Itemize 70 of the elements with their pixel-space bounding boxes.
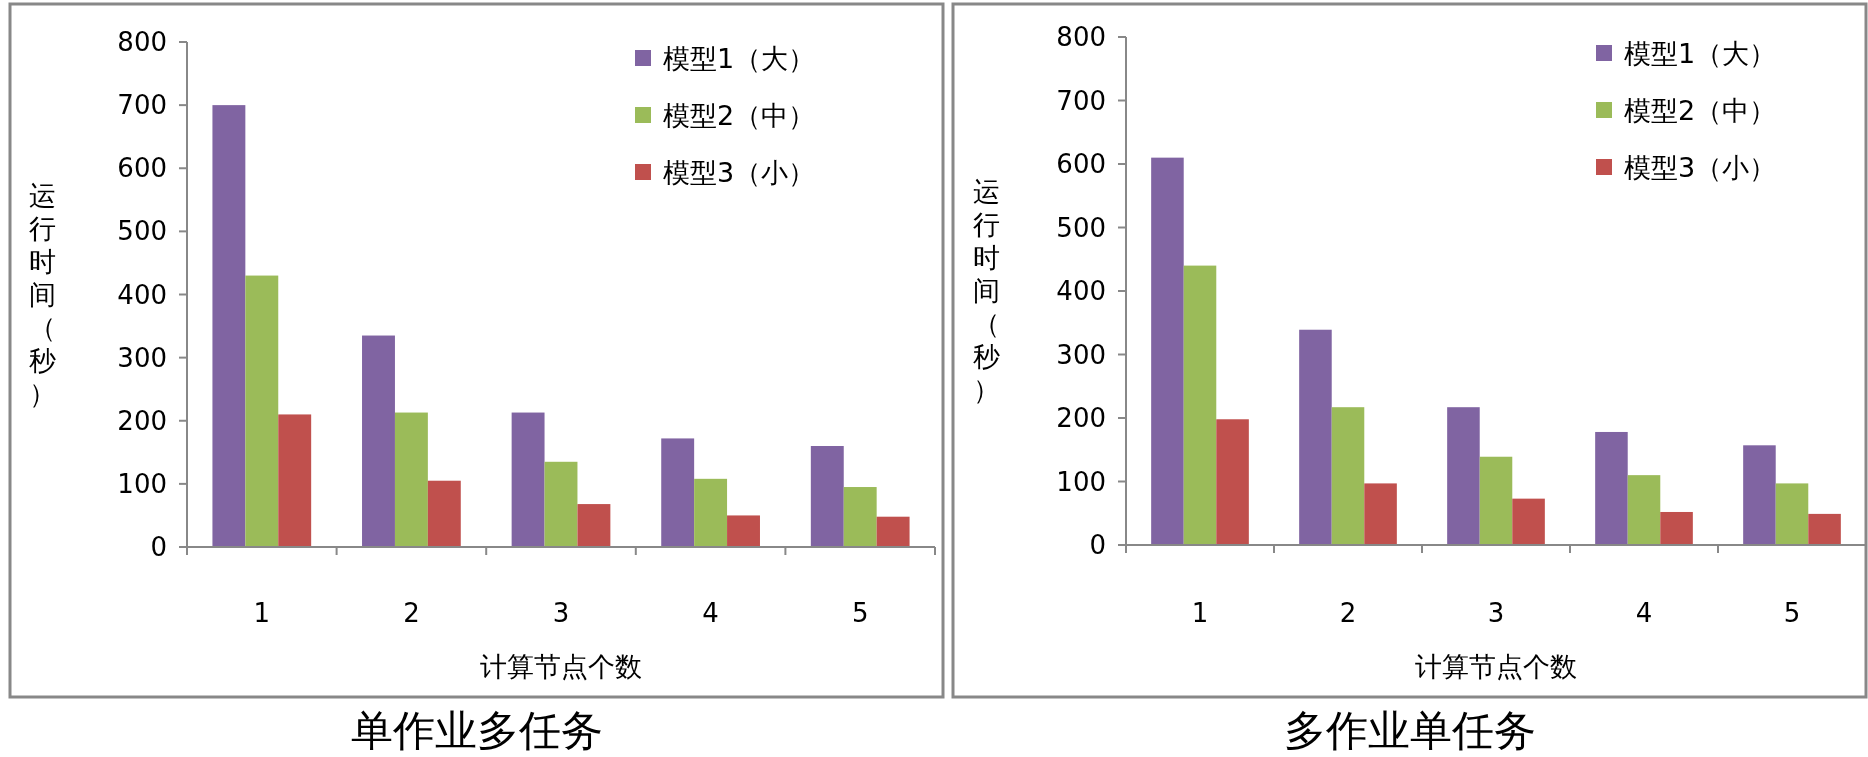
bar	[1808, 513, 1841, 545]
bar	[362, 335, 395, 547]
y-axis-title: 运行时间（秒）	[972, 176, 1000, 405]
bar	[727, 515, 760, 547]
bar	[1364, 483, 1397, 545]
bar	[427, 480, 461, 547]
y-tick-label: 400	[1056, 276, 1106, 306]
x-axis-title: 计算节点个数	[1415, 651, 1577, 682]
y-tick-label: 100	[1056, 466, 1106, 497]
y-tick-label: 500	[117, 216, 167, 247]
legend-label: 模型1（大）	[1624, 38, 1777, 69]
bar	[511, 412, 545, 547]
y-tick-label: 600	[1056, 149, 1106, 179]
y-tick-label: 600	[117, 153, 167, 184]
x-tick-label: 4	[1635, 598, 1653, 628]
x-tick-label: 4	[702, 598, 719, 628]
bar	[1775, 483, 1809, 545]
legend-label: 模型2（中）	[1624, 95, 1777, 126]
x-tick-label: 3	[552, 598, 570, 628]
text: 多作业单任务	[1283, 706, 1536, 755]
bar	[1151, 157, 1184, 545]
y-tick-label: 300	[1056, 339, 1106, 370]
bar	[1660, 511, 1693, 545]
x-tick-label: 2	[1339, 598, 1357, 628]
bar	[1595, 431, 1628, 545]
y-tick-label: 800	[117, 27, 167, 57]
legend-label: 模型1（大）	[663, 43, 816, 74]
bar	[661, 438, 695, 547]
bar	[1447, 407, 1480, 545]
bar	[212, 105, 246, 547]
bar	[394, 412, 428, 547]
bar	[1512, 498, 1545, 545]
y-tick-label: 700	[1056, 85, 1106, 116]
y-tick-label: 200	[117, 405, 167, 436]
y-tick-label: 700	[117, 90, 167, 121]
bar	[694, 478, 728, 547]
legend-label: 模型3（小）	[663, 157, 816, 188]
y-tick-label: 300	[117, 342, 167, 373]
x-axis-title: 计算节点个数	[480, 651, 642, 682]
x-tick-label: 1	[1191, 598, 1209, 628]
y-tick-label: 400	[117, 279, 167, 310]
x-tick-label: 1	[253, 598, 271, 628]
legend-label: 模型2（中）	[663, 100, 816, 131]
bar	[577, 504, 611, 547]
bar	[1627, 475, 1661, 545]
y-tick-label: 800	[1056, 22, 1106, 52]
y-tick-label: 200	[1056, 403, 1106, 433]
bar	[1743, 445, 1776, 545]
y-tick-label: 0	[150, 532, 167, 562]
y-tick-label: 0	[1089, 530, 1106, 560]
legend-label: 模型3（小）	[1624, 152, 1777, 183]
bar	[1331, 407, 1365, 545]
bar	[810, 446, 844, 547]
bar	[1479, 456, 1513, 545]
bar	[876, 516, 910, 547]
bar	[245, 275, 279, 547]
bar	[843, 487, 877, 547]
x-tick-label: 5	[1783, 598, 1801, 628]
bar	[278, 414, 312, 547]
x-tick-label: 2	[403, 598, 420, 628]
y-axis-title: 运行时间（秒）	[28, 179, 56, 409]
bar	[1299, 329, 1332, 545]
y-tick-label: 500	[1056, 212, 1106, 243]
bar	[544, 461, 578, 547]
x-tick-label: 3	[1487, 598, 1505, 628]
bar	[1216, 419, 1249, 545]
text: 单作业多任务	[350, 706, 603, 755]
x-tick-label: 5	[851, 598, 869, 628]
y-tick-label: 100	[117, 468, 167, 499]
bar	[1183, 265, 1217, 545]
